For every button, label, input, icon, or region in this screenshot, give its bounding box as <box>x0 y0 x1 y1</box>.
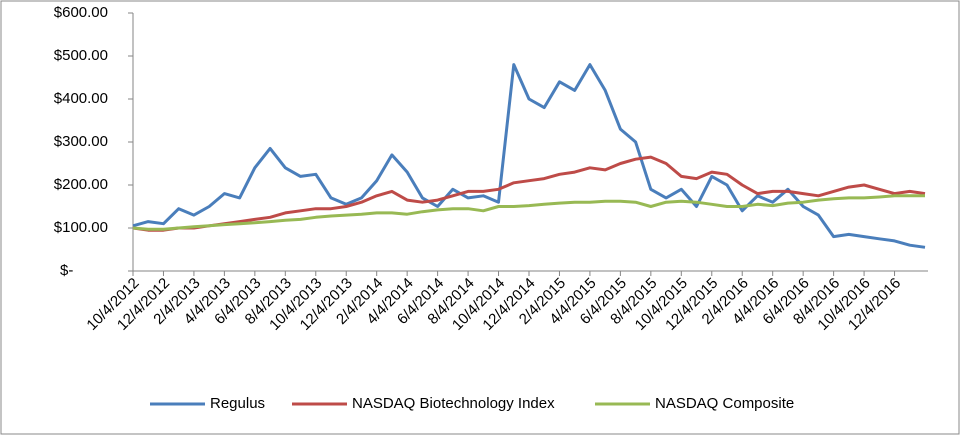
legend-label: Regulus <box>210 395 265 412</box>
y-tick-label: $600.00 <box>54 4 108 21</box>
y-tick-label: $300.00 <box>54 133 108 150</box>
series-line <box>132 155 926 232</box>
legend-label: NASDAQ Biotechnology Index <box>352 395 555 412</box>
y-tick-label: $200.00 <box>54 176 108 193</box>
y-tick-label: $- <box>60 262 73 279</box>
y-tick-label: $400.00 <box>54 90 108 107</box>
series-line <box>132 63 926 249</box>
y-tick-label: $100.00 <box>54 219 108 236</box>
y-tick-label: $500.00 <box>54 47 108 64</box>
series-line <box>132 194 925 231</box>
legend-label: NASDAQ Composite <box>655 395 794 412</box>
